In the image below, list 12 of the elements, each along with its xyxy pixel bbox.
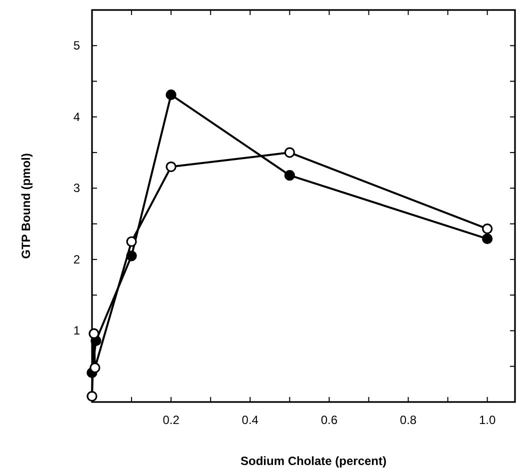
x-tick-label: 0.4 [242,413,259,427]
x-tick-label: 0.2 [162,413,180,427]
y-axis-title: GTP Bound (pmol) [19,153,33,259]
y-tick-label: 2 [73,252,80,266]
y-tick-label: 4 [73,110,80,124]
x-tick-label: 1.0 [478,413,496,427]
y-tick-label: 5 [73,38,80,53]
x-axis-title: Sodium Cholate (percent) [240,454,387,468]
x-tick-label: 0.8 [400,413,417,427]
y-tick-label: 3 [73,181,80,196]
x-tick-label: 0.6 [320,413,338,427]
y-tick-label: 1 [73,324,80,338]
